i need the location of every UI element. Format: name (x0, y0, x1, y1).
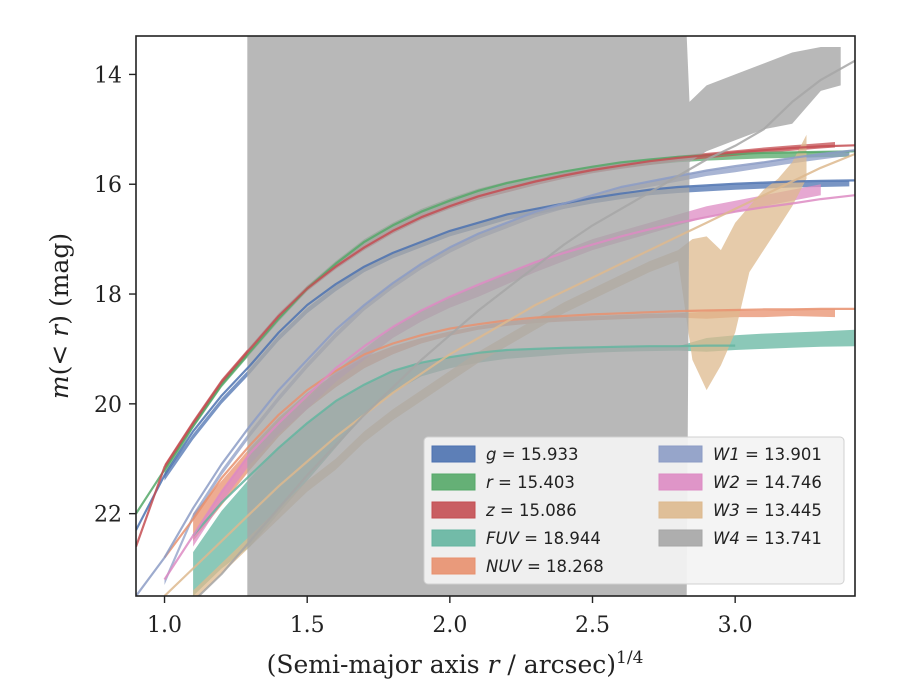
x-tick-label: 3.0 (718, 613, 753, 638)
legend-swatch-z (431, 501, 476, 519)
legend-entry-w3: W3 = 13.445 (713, 501, 822, 520)
y-tick-label: 16 (94, 173, 122, 198)
plot-area (136, 36, 855, 596)
model-line-r (136, 150, 855, 515)
model-line-w2 (163, 194, 855, 581)
legend-entry-w4: W4 = 13.741 (713, 529, 822, 548)
legend-swatch-r (431, 473, 476, 491)
y-axis: 14 16 18 20 22 (94, 63, 136, 528)
x-axis: 1.0 1.5 2.0 2.5 3.0 (147, 596, 753, 638)
legend-entry-fuv: FUV = 18.944 (486, 529, 601, 548)
x-tick-label: 2.0 (432, 613, 467, 638)
legend-entry-z: z = 15.086 (485, 501, 577, 520)
model-line-z (136, 144, 855, 547)
legend-swatch-w3 (658, 501, 703, 519)
model-curves (136, 59, 855, 596)
model-line-w4 (197, 59, 855, 596)
legend-swatch-fuv (431, 529, 476, 547)
legend-entry-w1: W1 = 13.901 (713, 445, 822, 464)
y-axis-title: m(< r) (mag) (45, 233, 74, 399)
legend-swatch-w2 (658, 473, 703, 491)
x-tick-label: 2.5 (575, 613, 610, 638)
legend-entry-w2: W2 = 14.746 (713, 473, 822, 492)
x-tick-label: 1.5 (290, 613, 325, 638)
model-line-fuv (192, 344, 736, 537)
legend-swatch-w1 (658, 445, 703, 463)
x-tick-label: 1.0 (147, 613, 182, 638)
plot-frame (135, 35, 856, 597)
legend-entry-nuv: NUV = 18.268 (486, 557, 604, 576)
legend-entry-r: r = 15.403 (486, 473, 575, 492)
model-line-w3 (163, 152, 855, 596)
y-tick-label: 18 (94, 283, 122, 308)
y-tick-label: 14 (94, 63, 122, 88)
legend-box (423, 436, 845, 585)
data-bands (164, 36, 855, 596)
x-axis-title: (Semi-major axis r / arcsec)1/4 (267, 648, 644, 679)
model-line-w1 (136, 149, 855, 596)
legend-swatch-w4 (658, 529, 703, 547)
y-tick-label: 20 (94, 393, 122, 418)
model-line-g (136, 179, 855, 531)
legend-swatch-g (431, 445, 476, 463)
legend: g = 15.933 r = 15.403 z = 15.086 FUV = 18.9… (423, 436, 845, 585)
legend-entry-g: g = 15.933 (486, 445, 579, 464)
band-w4 (247, 36, 841, 596)
y-tick-label: 22 (94, 503, 122, 528)
legend-swatch-nuv (431, 557, 476, 575)
